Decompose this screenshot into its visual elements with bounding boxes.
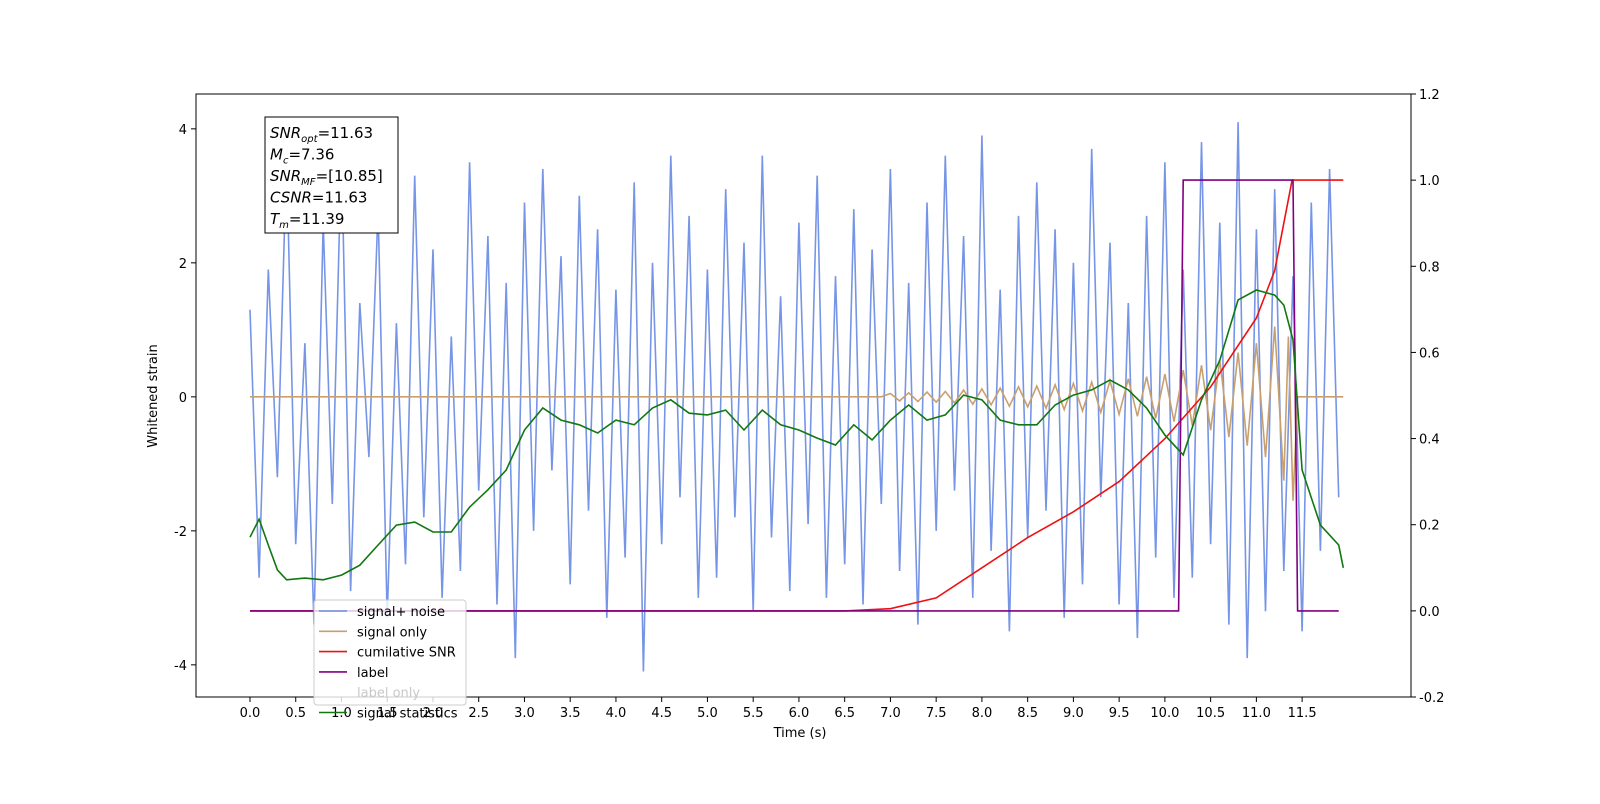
x-tick-label: 2.0 [423,706,444,721]
x-tick-label: 8.0 [972,706,993,721]
x-tick-label: 9.5 [1109,706,1130,721]
x-tick-label: 5.0 [697,706,718,721]
legend-label: label [357,666,388,681]
annotation-value: =11.63 [318,124,374,142]
x-tick-label: 0.5 [285,706,306,721]
annotation-line: Mc=7.36 [270,146,334,167]
x-tick-label: 7.0 [880,706,901,721]
annotation-symbol: SNR [270,167,301,185]
x-tick-label: 6.0 [789,706,810,721]
x-tick-label: 4.0 [606,706,627,721]
x-tick-label: 10.0 [1150,706,1179,721]
annotation-subscript: MF [301,177,316,188]
y2-tick-label: 0.6 [1419,346,1440,361]
annotation-subscript: m [279,220,289,231]
annotation-box [264,116,399,234]
annotation-value: =[10.85] [316,167,383,185]
y-tick-label: -4 [174,659,187,674]
x-tick-label: 3.5 [560,706,581,721]
annotation-subscript: c [283,156,289,167]
y2-tick-label: 1.0 [1419,174,1440,189]
x-tick-label: 6.5 [834,706,855,721]
series-line [249,122,1340,672]
x-tick-label: 5.5 [743,706,764,721]
annotation-symbol: M [270,146,283,164]
y2-tick-label: 1.2 [1419,88,1440,103]
annotation-value: =11.63 [312,189,368,207]
x-tick-label: 11.5 [1288,706,1317,721]
legend-box [313,599,467,706]
y-tick-label: 4 [179,123,187,138]
y2-tick-label: 0.2 [1419,519,1440,534]
series-line [249,289,1345,581]
annotation-line: SNRopt=11.63 [270,124,373,145]
x-tick-label: 1.5 [377,706,398,721]
x-tick-label: 0.0 [240,706,261,721]
series-line [250,326,1344,501]
annotation-symbol: SNR [270,124,301,142]
y2-tick-label: 0.4 [1419,433,1440,448]
legend-label: signal+ noise [357,605,445,620]
annotation-symbol: T [270,210,281,228]
series-line [250,179,1339,612]
legend-label: signal only [357,625,427,640]
series-line [250,179,1344,612]
y-tick-label: 0 [179,391,187,406]
y-tick-label: -2 [174,525,187,540]
x-tick-label: 10.5 [1196,706,1225,721]
annotation-line: SNRMF=[10.85] [270,167,383,188]
annotation-value: =7.36 [288,146,334,164]
x-tick-label: 11.0 [1242,706,1271,721]
annotation-line: Tm=11.39 [270,210,344,231]
x-tick-label: 2.5 [468,706,489,721]
x-tick-label: 9.0 [1063,706,1084,721]
y2-tick-label: 0.8 [1419,260,1440,275]
plot-frame [195,93,1412,698]
y2-tick-label: 0.0 [1419,605,1440,620]
y-axis-label: Whitened strain [146,344,161,447]
annotation-line: CSNR=11.63 [270,189,367,207]
x-tick-label: 1.0 [331,706,352,721]
y2-tick-label: -0.2 [1419,691,1444,706]
legend-label: cumilative SNR [357,646,456,661]
legend-label: signal statistics [357,707,458,722]
x-tick-label: 7.5 [926,706,947,721]
annotation-value: =11.39 [289,210,345,228]
legend-ghost: label only [357,686,420,701]
y-tick-label: 2 [179,257,187,272]
x-tick-label: 3.0 [514,706,535,721]
annotation-subscript: opt [301,134,318,145]
annotation-symbol: CSNR [270,189,312,207]
x-axis-label: Time (s) [773,726,827,741]
x-tick-label: 4.5 [651,706,672,721]
x-tick-label: 8.5 [1017,706,1038,721]
